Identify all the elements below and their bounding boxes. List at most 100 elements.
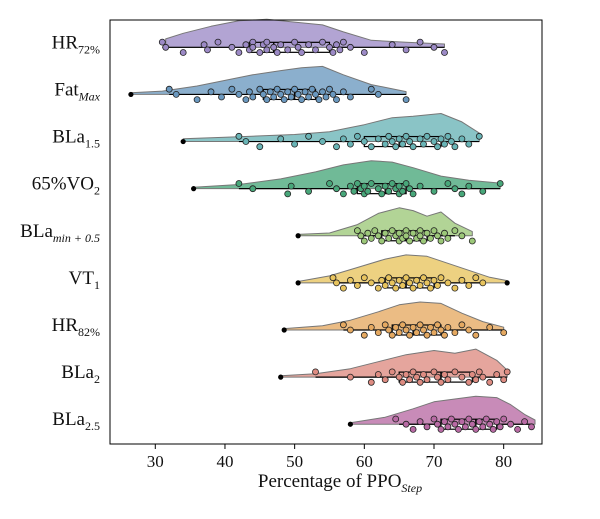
data-point bbox=[468, 371, 476, 378]
data-point bbox=[427, 234, 434, 242]
data-point bbox=[360, 274, 368, 282]
data-point bbox=[430, 227, 438, 235]
data-point bbox=[416, 321, 424, 329]
data-point bbox=[437, 425, 445, 433]
y-label-sub: 72% bbox=[78, 42, 100, 56]
data-point bbox=[374, 329, 382, 337]
y-label-main: BLa bbox=[52, 127, 85, 148]
data-point bbox=[385, 187, 393, 195]
data-point bbox=[371, 227, 379, 235]
data-point bbox=[399, 378, 407, 386]
data-point bbox=[423, 423, 431, 431]
data-point bbox=[381, 376, 389, 384]
data-point bbox=[353, 180, 361, 187]
data-point bbox=[444, 423, 452, 431]
data-point bbox=[360, 331, 368, 339]
data-point bbox=[158, 38, 166, 46]
data-point bbox=[472, 274, 480, 282]
data-point bbox=[465, 140, 473, 148]
y-label-main: Fat bbox=[54, 79, 79, 100]
density-cloud bbox=[182, 113, 480, 143]
outlier-point bbox=[191, 186, 197, 192]
density-clouds bbox=[130, 18, 536, 425]
data-point bbox=[235, 180, 243, 187]
data-point bbox=[270, 43, 278, 51]
data-point bbox=[434, 373, 441, 381]
data-point bbox=[381, 321, 389, 329]
data-point bbox=[423, 279, 431, 287]
data-point bbox=[427, 284, 434, 292]
data-point bbox=[468, 420, 476, 428]
data-point bbox=[218, 93, 225, 101]
data-point bbox=[479, 279, 487, 287]
x-axis: 30 40 50 60 70 80 bbox=[147, 444, 512, 471]
data-point bbox=[228, 43, 236, 51]
data-point bbox=[406, 185, 414, 193]
data-point bbox=[430, 329, 438, 337]
data-point bbox=[263, 38, 271, 46]
data-point bbox=[423, 132, 431, 140]
y-label: FatMax bbox=[54, 79, 100, 103]
x-tick-label: 40 bbox=[216, 452, 233, 471]
data-point bbox=[461, 423, 469, 431]
data-point bbox=[235, 132, 243, 140]
data-point bbox=[228, 85, 236, 93]
outlier-point bbox=[504, 280, 510, 286]
data-point bbox=[444, 234, 452, 242]
data-point bbox=[333, 143, 340, 151]
data-point bbox=[162, 43, 170, 51]
y-label: BLa2 bbox=[61, 362, 100, 386]
data-point bbox=[475, 132, 483, 140]
data-point bbox=[360, 237, 368, 245]
x-tick-label: 60 bbox=[356, 452, 373, 471]
data-point bbox=[392, 284, 400, 292]
data-point bbox=[235, 49, 243, 56]
data-point bbox=[339, 38, 347, 46]
data-point bbox=[367, 180, 375, 187]
data-point bbox=[451, 368, 459, 376]
data-point bbox=[204, 46, 211, 54]
data-point bbox=[434, 420, 441, 428]
data-point bbox=[500, 415, 508, 423]
data-point bbox=[434, 232, 441, 240]
data-point bbox=[333, 96, 340, 103]
data-point bbox=[326, 43, 333, 51]
data-point bbox=[346, 43, 354, 51]
data-point bbox=[301, 88, 309, 96]
y-label-main: 65%VO bbox=[32, 174, 94, 195]
data-point bbox=[420, 237, 427, 245]
data-point bbox=[319, 88, 326, 96]
x-axis-title: Percentage of PPOStep bbox=[258, 471, 422, 495]
data-point bbox=[273, 85, 281, 93]
data-point bbox=[454, 425, 462, 433]
y-label-main: BLa bbox=[52, 409, 85, 430]
data-point bbox=[242, 41, 250, 49]
data-point bbox=[381, 182, 389, 190]
data-point bbox=[259, 91, 267, 98]
y-label: BLa2.5 bbox=[52, 409, 100, 433]
data-point bbox=[336, 46, 344, 54]
data-point bbox=[465, 182, 473, 190]
data-point bbox=[333, 185, 340, 193]
x-tick-label: 70 bbox=[426, 452, 443, 471]
data-point bbox=[305, 41, 313, 49]
data-point bbox=[367, 279, 375, 287]
data-point bbox=[329, 274, 337, 282]
data-point bbox=[249, 43, 257, 51]
data-point bbox=[339, 135, 347, 143]
data-point bbox=[465, 378, 473, 386]
data-point bbox=[266, 88, 274, 96]
data-point bbox=[378, 190, 386, 198]
data-point bbox=[294, 43, 302, 51]
data-point bbox=[416, 182, 424, 190]
data-point bbox=[298, 49, 306, 56]
data-point bbox=[367, 323, 375, 331]
data-point bbox=[486, 420, 494, 428]
data-point bbox=[367, 85, 375, 93]
data-point bbox=[441, 229, 448, 237]
data-point bbox=[374, 185, 382, 193]
data-point bbox=[392, 415, 400, 423]
data-point bbox=[402, 371, 410, 378]
data-point bbox=[360, 49, 368, 56]
